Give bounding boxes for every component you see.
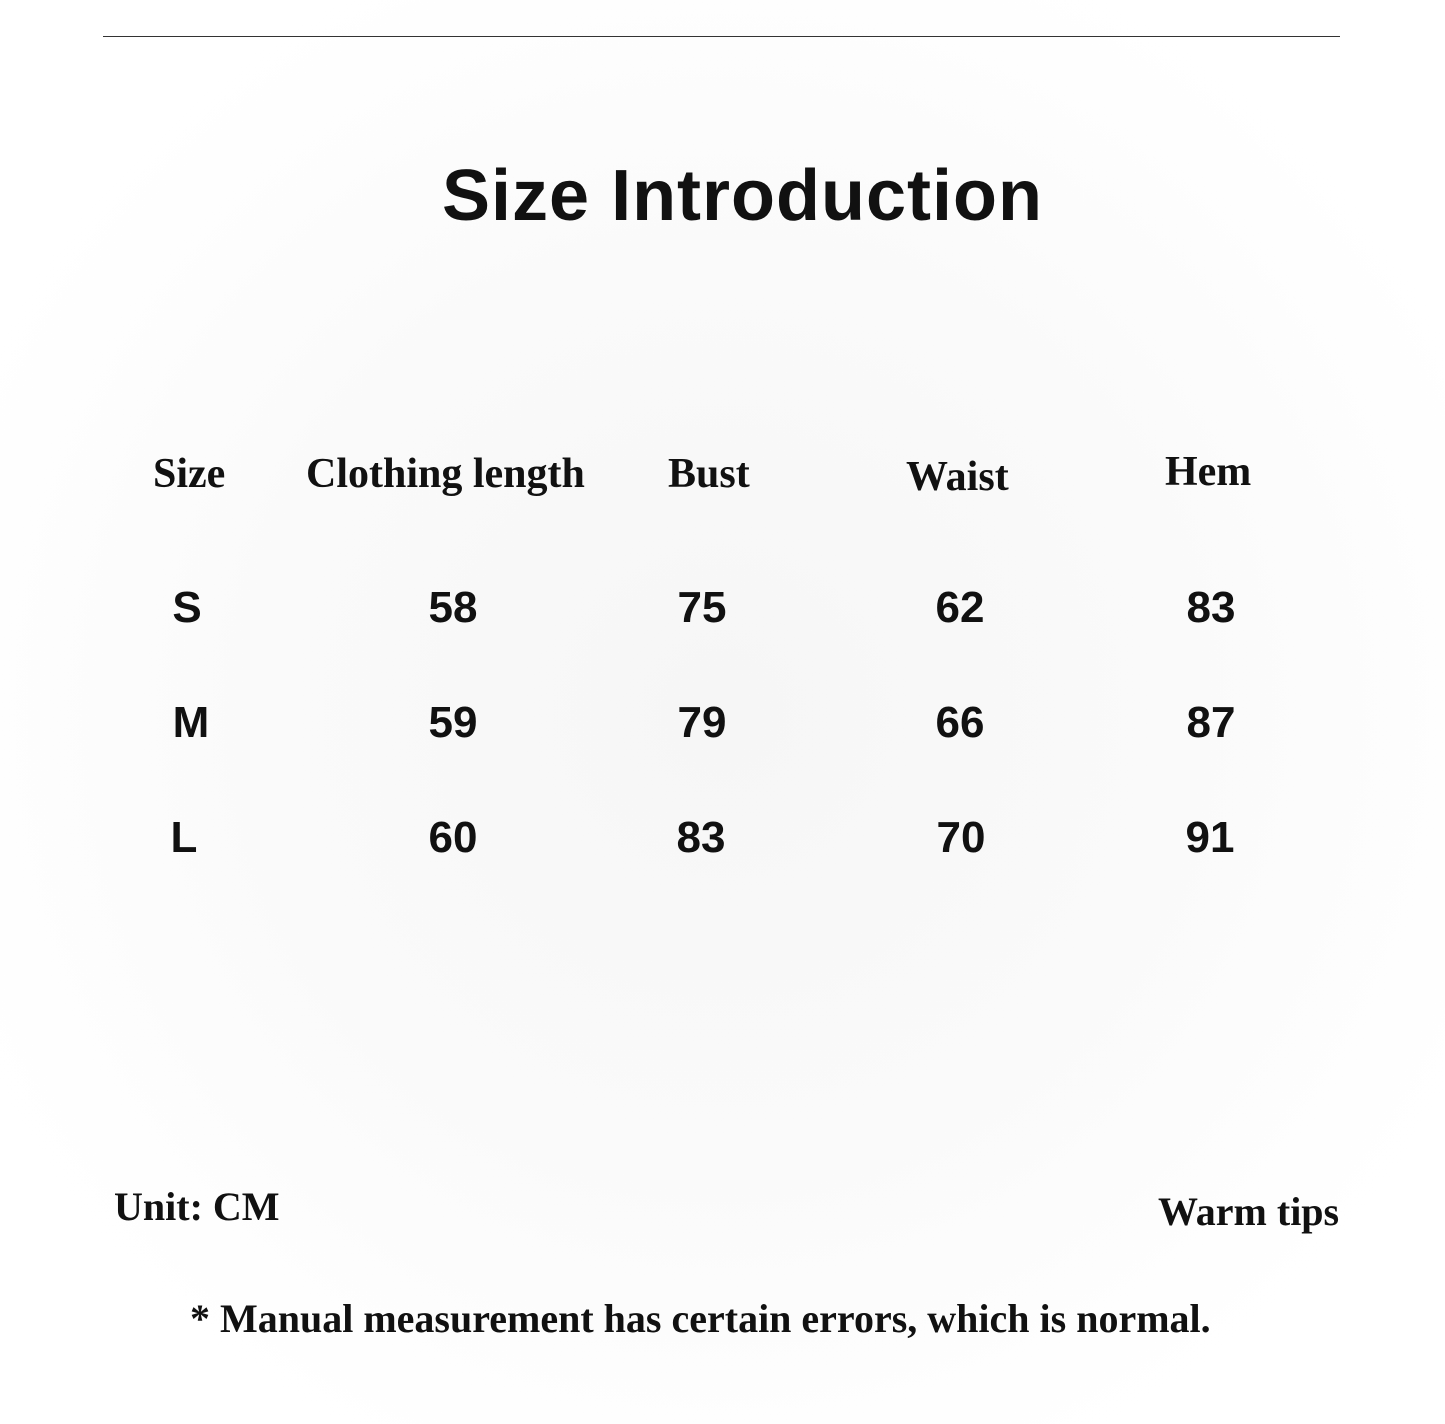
header-clothing-length: Clothing length <box>306 451 585 497</box>
cell-clothing-length: 58 <box>428 583 478 632</box>
cell-clothing-length: 59 <box>428 698 478 747</box>
cell-hem: 83 <box>1186 583 1236 632</box>
cell-waist: 62 <box>935 583 985 632</box>
unit-label: Unit: CM <box>114 1184 280 1229</box>
cell-waist: 66 <box>935 698 985 747</box>
cell-hem: 91 <box>1185 813 1235 862</box>
header-waist: Waist <box>906 454 1009 500</box>
page-title: Size Introduction <box>442 156 1043 236</box>
cell-clothing-length: 60 <box>428 813 478 862</box>
cell-bust: 75 <box>677 583 727 632</box>
cell-size: L <box>170 813 198 862</box>
cell-size: S <box>172 583 202 632</box>
header-bust: Bust <box>668 451 750 497</box>
warm-tips-label: Warm tips <box>1158 1189 1340 1234</box>
top-divider <box>103 36 1340 37</box>
header-hem: Hem <box>1165 449 1252 495</box>
cell-bust: 83 <box>676 813 726 862</box>
cell-hem: 87 <box>1186 698 1236 747</box>
header-size: Size <box>153 451 226 497</box>
measurement-note: * Manual measurement has certain errors,… <box>190 1296 1211 1341</box>
cell-size: M <box>172 698 210 747</box>
cell-bust: 79 <box>677 698 727 747</box>
cell-waist: 70 <box>936 813 986 862</box>
